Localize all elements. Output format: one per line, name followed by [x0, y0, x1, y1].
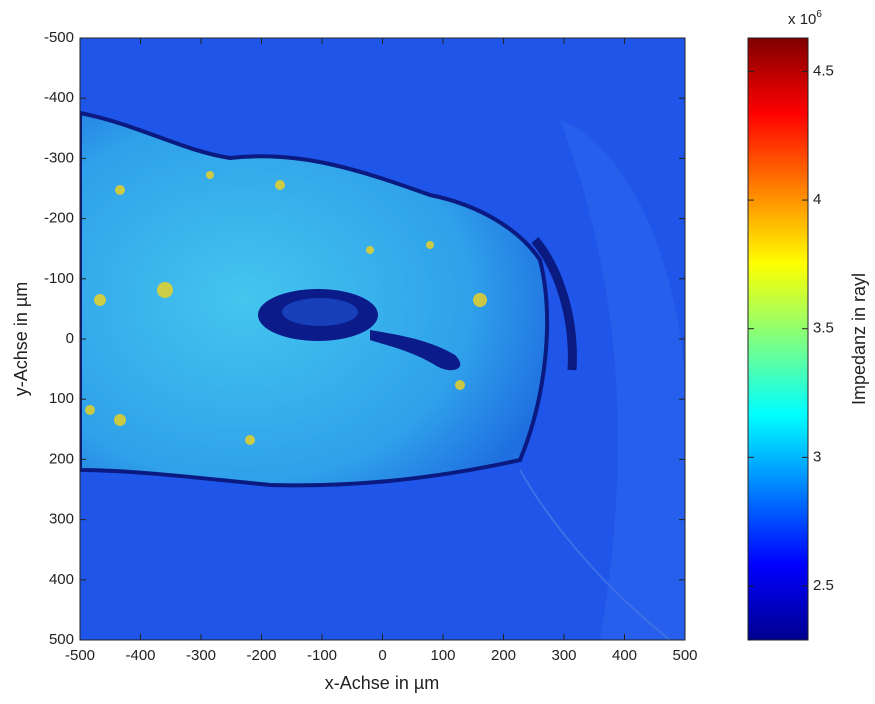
y-tick-label: -100 — [44, 270, 74, 287]
outer-field — [560, 120, 685, 640]
y-tick-label: 300 — [49, 511, 74, 528]
y-tick-label: 0 — [66, 330, 74, 347]
x-tick-label: 200 — [491, 647, 516, 664]
y-tick-label: 200 — [49, 450, 74, 467]
x-tick-label: 300 — [551, 647, 576, 664]
y-tick-label: -300 — [44, 149, 74, 166]
cavity-core — [282, 298, 358, 326]
y-tick-label: -500 — [44, 29, 74, 46]
colorbar-tick-label: 2.5 — [813, 577, 834, 594]
colorbar-exponent: x 106 — [788, 9, 822, 28]
heatmap-image — [80, 38, 685, 640]
x-tick-label: 0 — [378, 647, 386, 664]
x-tick-label: -500 — [65, 647, 95, 664]
colorbar-tick-label: 4.5 — [813, 62, 834, 79]
y-axis-label: y-Achse in µm — [11, 282, 31, 396]
cavity-tail — [370, 330, 461, 371]
colorbar-tick-label: 3.5 — [813, 320, 834, 337]
x-tick-label: 500 — [672, 647, 697, 664]
dark-rim — [531, 237, 577, 371]
y-tick-label: -200 — [44, 210, 74, 227]
colorbar-tick-label: 3 — [813, 448, 821, 465]
y-tick-label: 400 — [49, 571, 74, 588]
x-tick-label: 400 — [612, 647, 637, 664]
y-tick-label: 100 — [49, 390, 74, 407]
y-tick-label: 500 — [49, 631, 74, 648]
x-tick-label: 100 — [430, 647, 455, 664]
colorbar-tick-label: 4 — [813, 191, 821, 208]
x-tick-label: -400 — [125, 647, 155, 664]
colorbar — [747, 37, 809, 641]
crack-line — [519, 469, 671, 640]
x-tick-label: -100 — [307, 647, 337, 664]
y-tick-label: -400 — [44, 89, 74, 106]
x-tick-label: -200 — [246, 647, 276, 664]
x-tick-label: -300 — [186, 647, 216, 664]
x-axis-label: x-Achse in µm — [325, 673, 439, 693]
colorbar-label: Impedanz in rayl — [849, 273, 869, 405]
speckles — [85, 171, 487, 445]
